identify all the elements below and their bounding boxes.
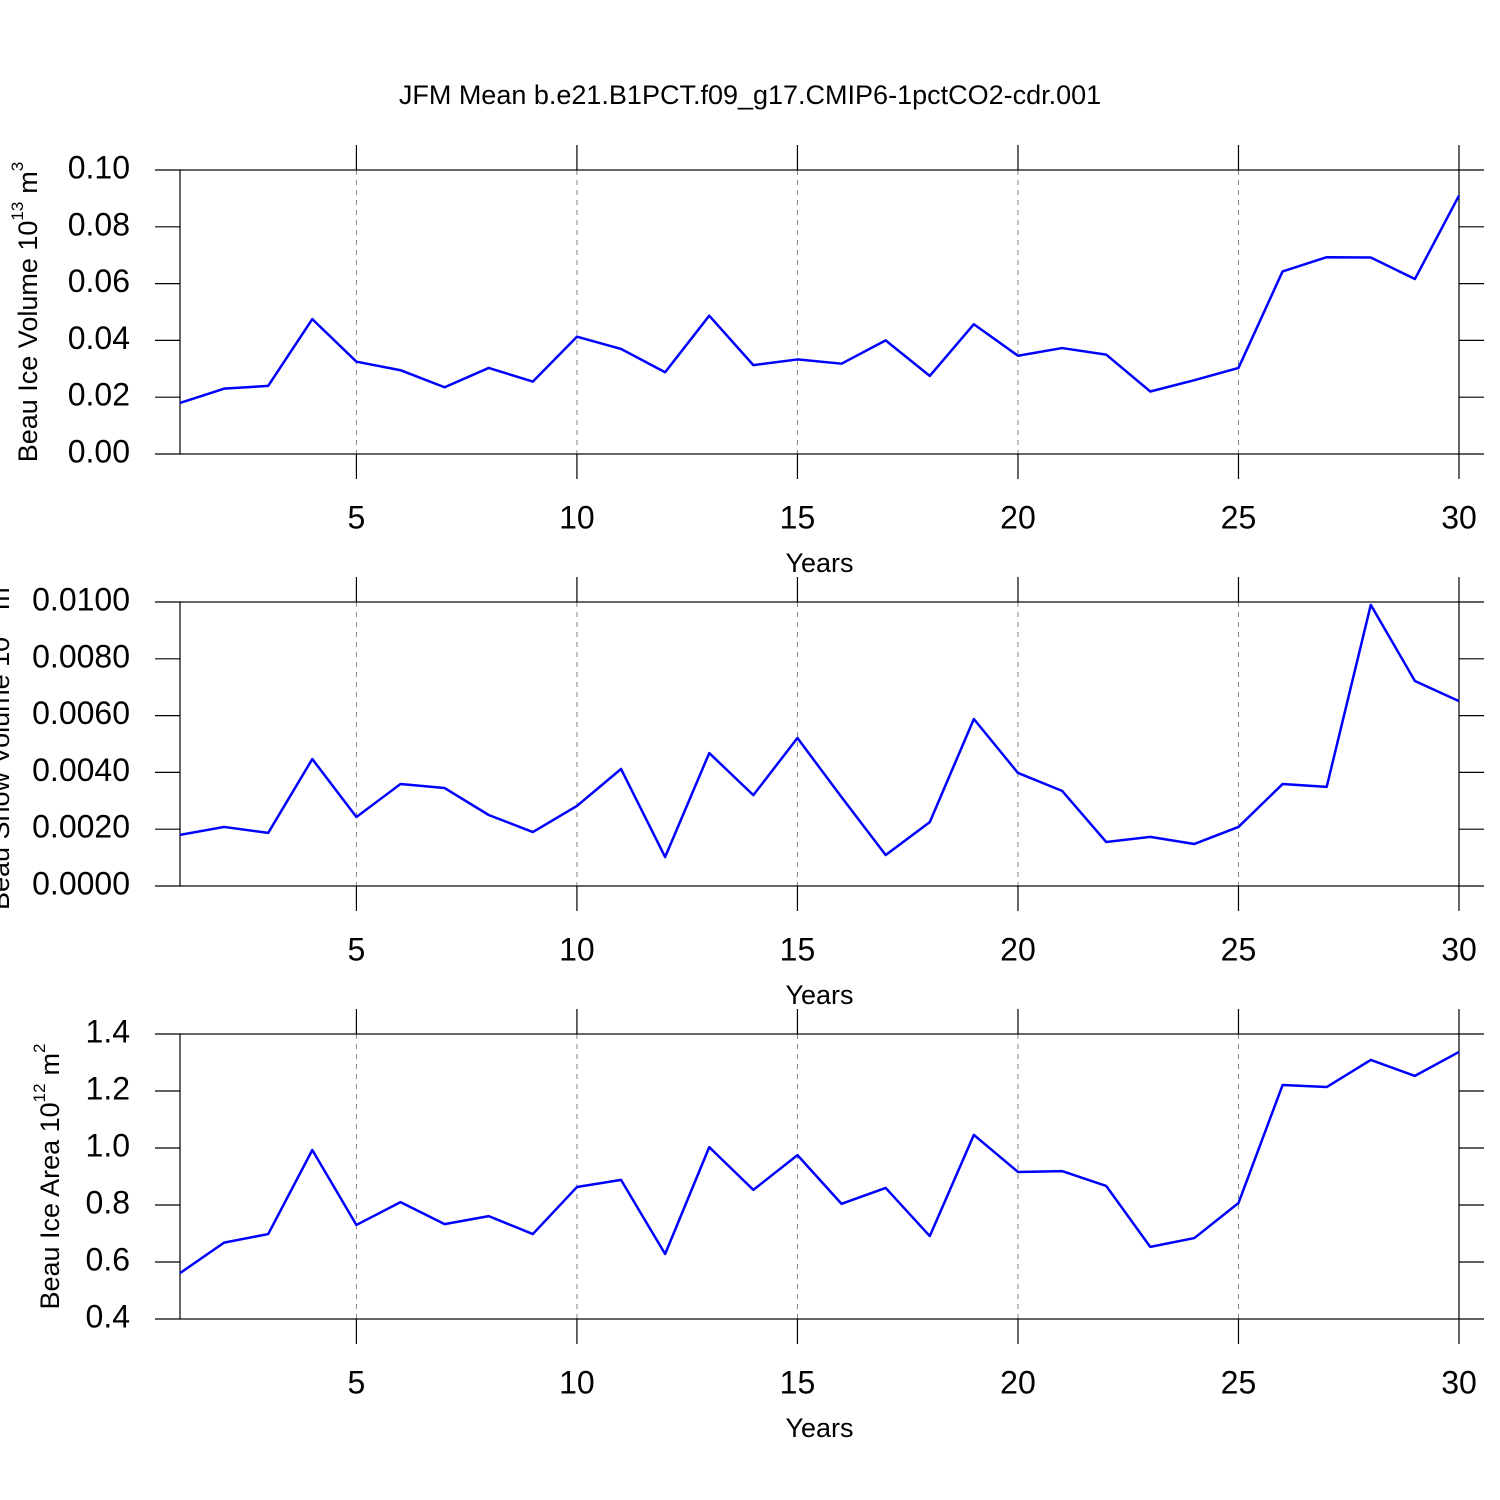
x-tick-label: 20 [1000, 931, 1036, 967]
y-tick-label: 0.4 [86, 1298, 130, 1334]
y-tick-label: 0.06 [68, 263, 130, 299]
plot-frame [179, 601, 1460, 887]
y-label-unit: m [0, 587, 15, 610]
figure-title: JFM Mean b.e21.B1PCT.f09_g17.CMIP6-1pctC… [399, 80, 1101, 110]
y-tick-label: 0.6 [86, 1241, 130, 1277]
x-tick-label: 5 [348, 931, 366, 967]
x-tick-label: 10 [559, 1364, 595, 1400]
y-tick-label: 0.00 [68, 433, 130, 469]
y-label-exponent: 12 [30, 1083, 49, 1102]
x-axis-label: Years [785, 980, 853, 1010]
y-tick-label: 0.08 [68, 206, 130, 242]
x-axis-label: Years [785, 548, 853, 578]
y-label-unit: m [35, 1053, 65, 1076]
y-tick-label: 0.02 [68, 377, 130, 413]
x-tick-label: 10 [559, 499, 595, 535]
x-tick-label: 15 [780, 1364, 816, 1400]
y-tick-label: 0.8 [86, 1184, 130, 1220]
y-axis-label: Beau Ice Volume 1013 m3 [8, 162, 43, 463]
y-axis-label: Beau Ice Area 1012 m2 [30, 1043, 65, 1309]
data-line [179, 194, 1461, 405]
y-tick-label: 0.04 [68, 320, 130, 356]
y-label-exponent: 13 [8, 202, 27, 221]
x-tick-label: 20 [1000, 499, 1036, 535]
data-line [179, 1050, 1460, 1275]
plot-frame [179, 1033, 1460, 1320]
y-tick-label: 1.2 [86, 1070, 130, 1106]
y-label-text: Beau Ice Area 10 [35, 1102, 65, 1309]
x-tick-label: 15 [780, 931, 816, 967]
y-tick-label: 1.0 [86, 1127, 130, 1163]
y-label-unit-exponent: 2 [30, 1043, 49, 1052]
x-tick-label: 25 [1221, 1364, 1257, 1400]
x-tick-label: 15 [780, 499, 816, 535]
plot-frame [179, 169, 1460, 455]
data-line [179, 603, 1460, 859]
y-tick-label: 0.0060 [32, 695, 130, 731]
x-tick-label: 25 [1221, 499, 1257, 535]
y-axis-label: Beau Snow Volume 1013m3 [0, 578, 15, 910]
x-tick-label: 30 [1441, 931, 1477, 967]
x-tick-label: 10 [559, 931, 595, 967]
y-tick-label: 0.0020 [32, 809, 130, 845]
y-tick-label: 0.0040 [32, 752, 130, 788]
x-tick-label: 30 [1441, 1364, 1477, 1400]
x-axis-label: Years [785, 1413, 853, 1443]
x-tick-label: 25 [1221, 931, 1257, 967]
y-tick-label: 1.4 [86, 1013, 130, 1049]
x-tick-label: 20 [1000, 1364, 1036, 1400]
y-label-unit: m [13, 171, 43, 194]
x-tick-label: 30 [1441, 499, 1477, 535]
x-tick-label: 5 [348, 499, 366, 535]
x-tick-label: 5 [348, 1364, 366, 1400]
y-label-unit-exponent: 3 [8, 162, 27, 171]
y-tick-label: 0.0100 [32, 581, 130, 617]
y-label-text: Beau Ice Volume 10 [13, 221, 43, 463]
y-tick-label: 0.0000 [32, 865, 130, 901]
y-label-text: Beau Snow Volume 10 [0, 637, 15, 910]
y-tick-label: 0.0080 [32, 638, 130, 674]
y-tick-label: 0.10 [68, 149, 130, 185]
